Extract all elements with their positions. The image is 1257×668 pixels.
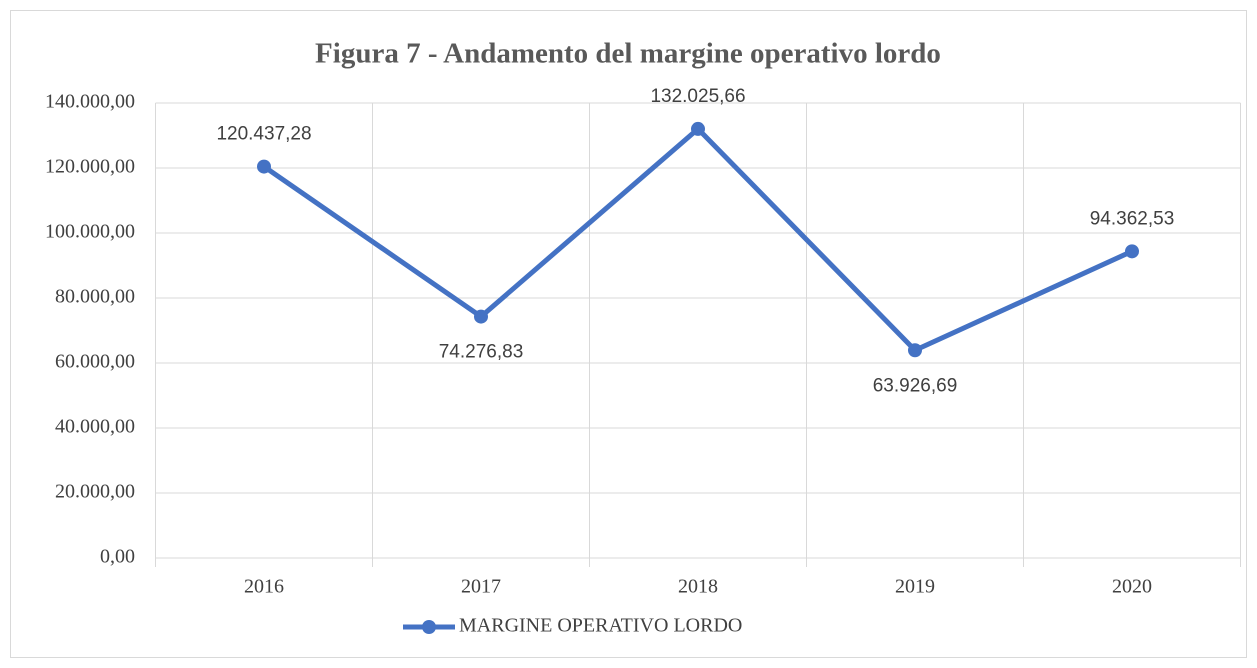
marker bbox=[908, 343, 922, 358]
data-label: 74.276,83 bbox=[439, 342, 524, 363]
x-tick-label: 2019 bbox=[895, 576, 935, 598]
y-tick-label: 120.000,00 bbox=[45, 156, 135, 178]
x-tick-label: 2018 bbox=[678, 576, 718, 598]
marker bbox=[1125, 244, 1139, 259]
x-tick-label: 2020 bbox=[1112, 576, 1152, 598]
legend-label: MARGINE OPERATIVO LORDO bbox=[459, 615, 742, 637]
y-tick-label: 60.000,00 bbox=[55, 351, 135, 373]
marker bbox=[691, 121, 705, 136]
chart-title: Figura 7 - Andamento del margine operati… bbox=[315, 38, 941, 70]
data-label: 132.025,66 bbox=[650, 86, 745, 107]
data-label: 94.362,53 bbox=[1090, 208, 1175, 229]
x-tick-label: 2016 bbox=[244, 576, 284, 598]
y-tick-label: 0,00 bbox=[100, 546, 135, 568]
y-tick-label: 80.000,00 bbox=[55, 286, 135, 308]
data-label: 63.926,69 bbox=[873, 375, 958, 396]
y-tick-label: 40.000,00 bbox=[55, 416, 135, 438]
y-tick-label: 140.000,00 bbox=[45, 91, 135, 113]
x-tick-label: 2017 bbox=[461, 576, 501, 598]
data-label: 120.437,28 bbox=[216, 124, 311, 145]
y-tick-label: 100.000,00 bbox=[45, 221, 135, 243]
marker bbox=[257, 159, 271, 174]
y-tick-label: 20.000,00 bbox=[55, 481, 135, 503]
chart-frame bbox=[10, 10, 1247, 658]
marker bbox=[474, 309, 488, 324]
legend-marker bbox=[422, 620, 436, 634]
